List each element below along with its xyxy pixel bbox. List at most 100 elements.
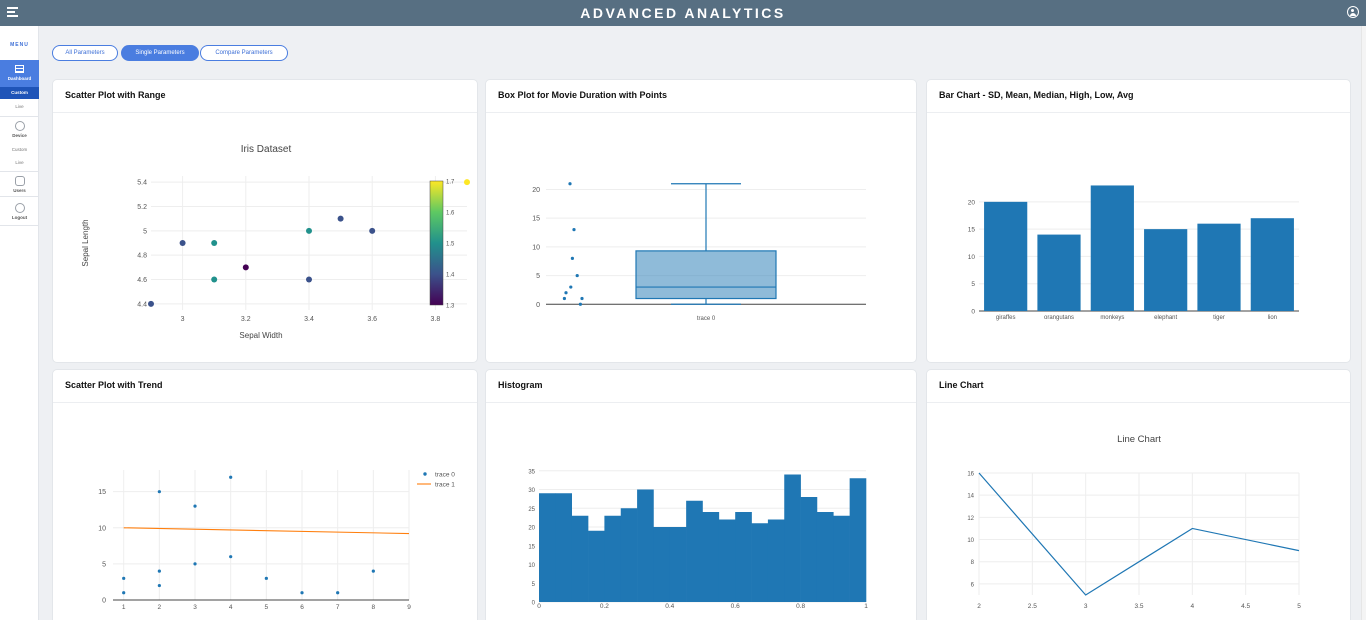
x-tick-label: elephant: [1154, 315, 1177, 321]
histogram-bar: [669, 527, 687, 602]
sidebar-item-dashboard[interactable]: Dashboard: [0, 60, 39, 87]
histogram-bar: [833, 515, 850, 602]
tab-all-parameters[interactable]: All Parameters: [52, 45, 118, 61]
histogram-bar: [784, 474, 801, 602]
tab-single-parameters[interactable]: Single Parameters: [121, 45, 199, 61]
box-plot-chart: 0 5 10 15 20 trace 0: [532, 182, 866, 322]
sidebar-item-label: Dashboard: [7, 76, 32, 81]
card-line-chart: Line Chart Line Chart 2 2.5 3 3.5 4 4.5 5 6 8 10 12…: [926, 369, 1351, 620]
scatter-point: [157, 569, 161, 573]
scatter-point: [193, 504, 197, 508]
chart-title: Iris Dataset: [241, 144, 292, 155]
histogram-bar: [539, 493, 556, 602]
scatter-point: [337, 215, 344, 222]
card-scatter-range: Scatter Plot with Range Iris Dataset 3 3.2…: [52, 79, 478, 363]
scatter-point: [306, 227, 312, 234]
scatter-point: [157, 583, 161, 588]
y-tick-label: 0: [532, 601, 536, 607]
x-tick-label: 4.5: [1241, 603, 1250, 610]
x-tick-label: 5: [265, 604, 269, 611]
histogram-chart: 0 5 10 15 20 25 30 35 0 0.2 0.4 0.6 0.8 1: [528, 469, 868, 610]
x-axis-label: Sepal Width: [239, 331, 282, 340]
box-point: [562, 296, 566, 301]
x-tick-label: 7: [336, 604, 340, 611]
x-tick-label: 2: [977, 603, 981, 610]
tab-compare-parameters[interactable]: Compare Parameters: [200, 45, 288, 61]
scatter-point: [179, 240, 186, 246]
y-tick-label: 20: [968, 199, 976, 206]
sidebar-subitem-dashboard-custom[interactable]: Custom: [0, 87, 39, 99]
x-tick-label: tiger: [1213, 315, 1225, 321]
x-tick-label: 3: [181, 316, 185, 323]
scatter-point: [211, 276, 218, 283]
x-tick-label: 4: [229, 604, 233, 611]
histogram-bar: [751, 523, 769, 602]
device-icon: [14, 121, 25, 131]
bar: [1144, 229, 1188, 311]
histogram-bar: [816, 512, 834, 602]
y-tick-label: 12: [967, 516, 974, 522]
sidebar-item-users[interactable]: Users: [0, 172, 39, 193]
x-tick-label: 9: [407, 604, 411, 611]
x-tick-label: trace 0: [697, 316, 716, 322]
scatter-point: [306, 276, 312, 283]
x-tick-label: 0: [537, 603, 541, 610]
histogram-bar: [767, 519, 785, 602]
sidebar-item-label: Users: [13, 188, 26, 193]
scatter-point: [242, 264, 249, 271]
x-tick-label: 1: [864, 603, 868, 610]
y-axis-label: Sepal Length: [81, 219, 90, 266]
bar: [984, 201, 1028, 311]
x-tick-label: monkeys: [1100, 315, 1124, 321]
histogram-bar: [849, 478, 867, 602]
card-bar-chart: Bar Chart - SD, Mean, Median, High, Low,…: [926, 79, 1351, 363]
scatter-point: [371, 569, 375, 573]
trend-line: [123, 527, 410, 535]
sidebar-subitem-device-live[interactable]: Live: [15, 160, 24, 165]
colorbar-tick-label: 1.6: [446, 211, 455, 217]
y-tick-label: 5: [971, 281, 975, 288]
y-tick-label: 5: [532, 582, 536, 588]
sidebar-item-device[interactable]: Device: [0, 117, 39, 138]
top-bar: ADVANCED ANALYTICS: [0, 0, 1366, 26]
box-point: [575, 273, 579, 278]
sidebar-subitem-dashboard-live[interactable]: Live: [15, 104, 24, 109]
card-scatter-trend: Scatter Plot with Trend 1 2 3 4 5 6 7 8 9 0 5 10 15 t…: [52, 369, 478, 620]
scatter-point: [211, 240, 218, 246]
y-tick-label: 20: [532, 187, 540, 194]
y-tick-label: 6: [971, 582, 975, 588]
x-tick-label: 3.8: [431, 316, 441, 323]
x-tick-label: 3.2: [241, 316, 251, 323]
colorbar-tick-label: 1.7: [446, 180, 455, 186]
sidebar: MENU Dashboard Custom Live Device Custom…: [0, 26, 39, 620]
x-tick-label: 5: [1297, 603, 1301, 610]
scatter-point: [264, 576, 268, 580]
x-tick-label: orangutans: [1044, 315, 1074, 321]
x-tick-label: lion: [1268, 315, 1277, 321]
bar: [1037, 234, 1081, 311]
logout-icon: [14, 203, 25, 213]
user-account-icon[interactable]: [1347, 6, 1359, 18]
scatter-point: [157, 490, 161, 494]
x-tick-label: 4: [1191, 603, 1195, 610]
scatter-trend-chart: 1 2 3 4 5 6 7 8 9 0 5 10 15 trace 0 trace 1: [98, 470, 455, 611]
y-tick-label: 10: [98, 525, 106, 532]
y-tick-label: 30: [528, 488, 535, 494]
y-tick-label: 10: [967, 538, 974, 544]
scatter-point: [122, 576, 126, 580]
y-tick-label: 0: [102, 598, 106, 605]
box-point: [578, 302, 582, 306]
histogram-bar: [555, 493, 572, 602]
sidebar-item-label: Logout: [11, 215, 28, 220]
box-point: [564, 291, 568, 295]
hamburger-menu-icon[interactable]: [7, 7, 18, 17]
sidebar-subitem-device-custom[interactable]: Custom: [11, 147, 28, 152]
x-tick-label: 0.8: [796, 603, 805, 610]
histogram-bar: [800, 497, 818, 602]
page-scrollbar[interactable]: [1361, 26, 1366, 620]
legend-label: trace 1: [435, 482, 455, 489]
y-tick-label: 5.2: [137, 204, 147, 211]
sidebar-item-logout[interactable]: Logout: [0, 199, 39, 220]
card-title: Box Plot for Movie Duration with Points: [486, 80, 916, 113]
card-box-plot: Box Plot for Movie Duration with Points …: [485, 79, 917, 363]
